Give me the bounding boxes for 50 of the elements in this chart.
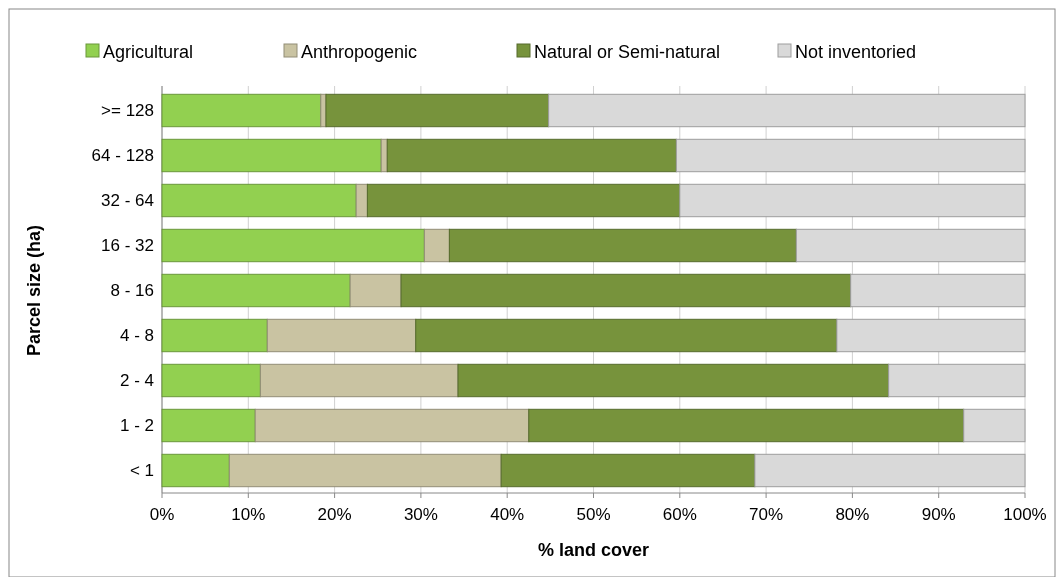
y-tick-label: 16 - 32 <box>101 236 154 256</box>
bar <box>161 228 425 263</box>
y-tick-label: 32 - 64 <box>101 191 154 211</box>
bar <box>266 318 417 353</box>
bar <box>254 408 530 443</box>
x-tick-label: 90% <box>921 505 956 524</box>
bar <box>400 273 852 308</box>
y-axis-title: Parcel size (ha) <box>24 224 44 357</box>
y-tick-label: 2 - 4 <box>119 371 154 391</box>
x-tick-label: 100% <box>1003 505 1047 524</box>
y-tick-label: 1 - 2 <box>119 416 154 436</box>
bar <box>161 183 357 218</box>
x-tick-label: 50% <box>576 505 611 524</box>
bar <box>448 228 797 263</box>
bar <box>500 453 756 488</box>
bar <box>161 93 322 128</box>
legend-label: Anthropogenic <box>301 42 418 63</box>
bar <box>161 453 230 488</box>
x-axis-title: % land cover <box>537 540 650 560</box>
y-tick-label: 64 - 128 <box>91 146 154 166</box>
bar <box>386 138 677 173</box>
y-tick-label: 4 - 8 <box>119 326 154 346</box>
bar <box>161 408 256 443</box>
bar <box>415 318 838 353</box>
x-tick-label: 0% <box>149 505 175 524</box>
bar <box>161 363 261 398</box>
x-tick-label: 60% <box>662 505 697 524</box>
x-tick-label: 80% <box>835 505 870 524</box>
y-tick-label: 8 - 16 <box>110 281 154 301</box>
x-tick-label: 30% <box>403 505 438 524</box>
bar <box>161 138 382 173</box>
bar <box>528 408 965 443</box>
bar <box>325 93 550 128</box>
x-tick-label: 10% <box>231 505 266 524</box>
bar <box>366 183 681 218</box>
bar <box>349 273 402 308</box>
x-tick-label: 20% <box>317 505 352 524</box>
x-tick-label: 70% <box>749 505 784 524</box>
legend-label: Not inventoried <box>795 42 917 63</box>
bar <box>161 318 268 353</box>
bar <box>423 228 450 263</box>
y-tick-label: >= 128 <box>101 101 154 121</box>
legend-label: Agricultural <box>103 42 194 63</box>
bar <box>161 273 351 308</box>
bar <box>259 363 459 398</box>
x-tick-label: 40% <box>490 505 525 524</box>
bar <box>228 453 502 488</box>
bar <box>457 363 890 398</box>
y-tick-label: < 1 <box>129 461 154 481</box>
legend-label: Natural or Semi-natural <box>534 42 721 63</box>
